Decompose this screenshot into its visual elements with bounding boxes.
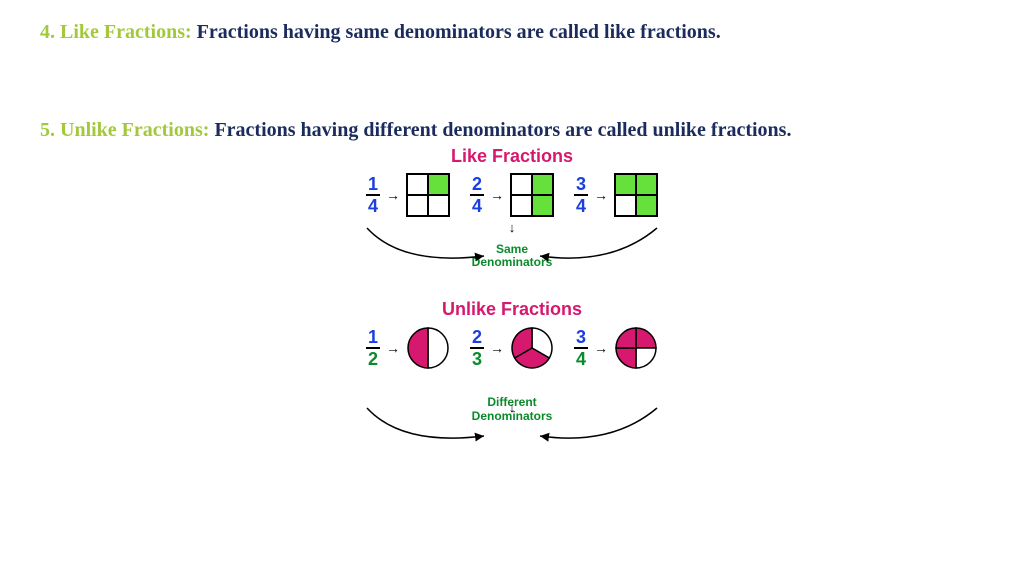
def1-term: Like Fractions: [60, 21, 192, 43]
numerator: 2 [472, 328, 482, 347]
fraction-group: 1 2 → [366, 326, 450, 370]
fraction-group: 1 4 → [366, 173, 450, 217]
def2-term: Unlike Fractions: [60, 119, 209, 141]
definition-like: 4. Like Fractions: Fractions having same… [40, 18, 984, 46]
grid-icon [510, 173, 554, 217]
grid-icon [406, 173, 450, 217]
arrow-right-icon: → [490, 340, 504, 356]
denominator: 4 [576, 349, 586, 368]
fraction: 1 2 [366, 328, 380, 368]
arrow-right-icon: → [594, 187, 608, 203]
numerator: 3 [576, 328, 586, 347]
numerator: 2 [472, 175, 482, 194]
numerator: 1 [368, 328, 378, 347]
fraction-group: 3 4 → [574, 326, 658, 370]
arrow-right-icon: → [386, 187, 400, 203]
pie-icon [406, 326, 450, 370]
unlike-row: 1 2 → 2 3 → 3 4 → [252, 326, 772, 370]
pie-icon [510, 326, 554, 370]
like-label: SameDenominators [252, 243, 772, 269]
arrow-right-icon: → [490, 187, 504, 203]
fraction: 3 4 [574, 328, 588, 368]
numerator: 1 [368, 175, 378, 194]
arrow-right-icon: → [594, 340, 608, 356]
grid-icon [614, 173, 658, 217]
denominator: 4 [472, 196, 482, 215]
fraction-group: 3 4 → [574, 173, 658, 217]
like-title: Like Fractions [252, 146, 772, 167]
definition-unlike: 5. Unlike Fractions: Fractions having di… [40, 116, 984, 144]
denominator: 3 [472, 349, 482, 368]
fraction: 1 4 [366, 175, 380, 215]
def1-num: 4. [40, 21, 55, 43]
fraction-group: 2 4 → [470, 173, 554, 217]
def1-text: Fractions having same denominators are c… [197, 21, 721, 43]
like-down-arrow-icon: ↓ [252, 220, 772, 236]
denominator: 4 [368, 196, 378, 215]
arrow-right-icon: → [386, 340, 400, 356]
unlike-down-arrow-icon: ↓ [252, 400, 772, 416]
denominator: 2 [368, 349, 378, 368]
def2-num: 5. [40, 119, 55, 141]
unlike-title: Unlike Fractions [252, 299, 772, 320]
fraction: 2 4 [470, 175, 484, 215]
like-row: 1 4 → 2 4 → 3 4 → [252, 173, 772, 217]
fraction: 2 3 [470, 328, 484, 368]
def2-text: Fractions having different denominators … [214, 119, 791, 141]
fraction-group: 2 3 → [470, 326, 554, 370]
fraction: 3 4 [574, 175, 588, 215]
pie-icon [614, 326, 658, 370]
denominator: 4 [576, 196, 586, 215]
diagram-area: Like Fractions 1 4 → 2 4 → 3 4 → [252, 146, 772, 423]
numerator: 3 [576, 175, 586, 194]
